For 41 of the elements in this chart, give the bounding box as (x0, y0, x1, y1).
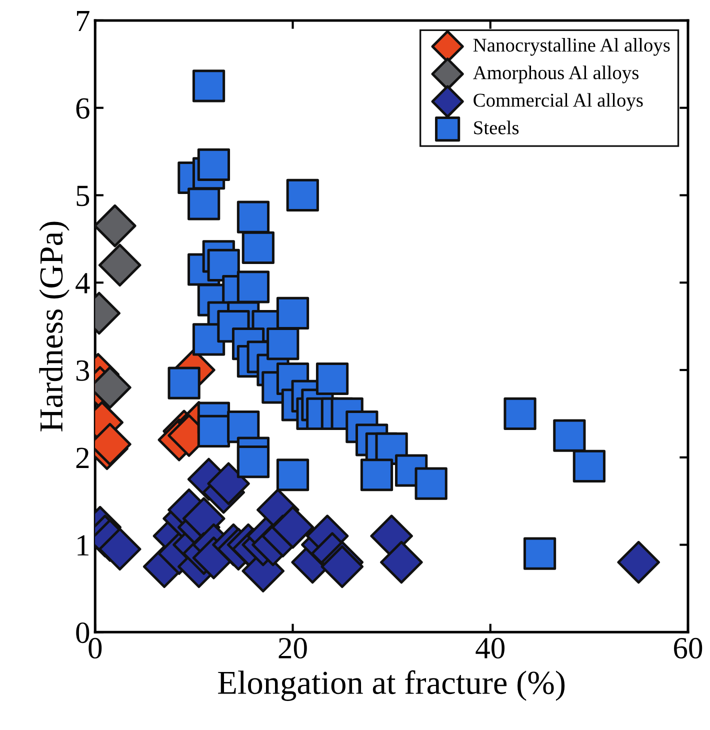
point (316, 362, 349, 396)
point (197, 414, 230, 448)
point (188, 188, 220, 220)
point (276, 296, 310, 330)
point (553, 419, 586, 452)
legend-label: Nanocrystalline Al alloys (473, 38, 670, 56)
point (266, 327, 300, 360)
x-axis-title: Elongation at fracture (%) (218, 670, 565, 701)
point (236, 270, 270, 304)
point (236, 200, 270, 234)
point (286, 178, 319, 212)
y-tick-label: 1 (78, 535, 88, 556)
y-tick-label: 3 (76, 360, 90, 381)
point (360, 458, 394, 492)
point (276, 458, 310, 492)
point (617, 540, 660, 584)
x-tick-label: 40 (476, 638, 504, 659)
legend-label: Commercial Al alloys (474, 93, 643, 111)
legend-label: Amorphous Al alloys (473, 66, 638, 84)
point (572, 450, 606, 482)
point (504, 397, 536, 430)
y-tick-label: 2 (76, 448, 89, 468)
point (236, 445, 270, 478)
point (192, 70, 226, 102)
point (207, 462, 250, 505)
point (242, 231, 274, 264)
y-tick-label: 7 (77, 11, 90, 32)
y-tick-label: 0 (76, 622, 90, 644)
point (197, 148, 230, 181)
point (414, 467, 448, 500)
y-tick-label: 5 (76, 186, 90, 206)
point (98, 528, 142, 571)
legend-label: Steels (474, 120, 519, 134)
y-axis-title: Hardness (GPa) (39, 222, 70, 432)
y-tick-label: 4 (76, 273, 90, 294)
x-tick-label: 60 (674, 638, 702, 659)
y-tick-label: 6 (76, 98, 90, 119)
x-tick-label: 20 (278, 638, 307, 659)
point (380, 540, 423, 584)
point (271, 506, 314, 549)
point (523, 537, 556, 570)
